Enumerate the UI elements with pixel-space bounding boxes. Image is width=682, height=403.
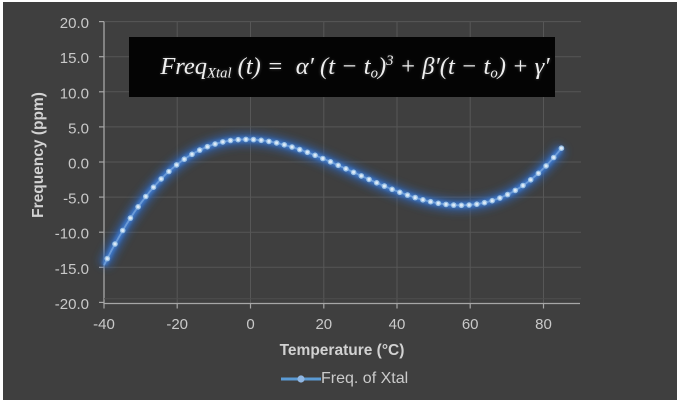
svg-text:0: 0 xyxy=(246,316,254,333)
svg-text:-15.0: -15.0 xyxy=(55,261,89,278)
svg-text:-20.0: -20.0 xyxy=(55,296,89,313)
svg-text:20.0: 20.0 xyxy=(60,15,89,32)
svg-text:-5.0: -5.0 xyxy=(63,191,89,208)
svg-text:15.0: 15.0 xyxy=(60,50,89,67)
svg-text:-10.0: -10.0 xyxy=(55,226,89,243)
svg-text:-40: -40 xyxy=(93,316,115,333)
svg-text:5.0: 5.0 xyxy=(68,120,89,137)
svg-text:-20: -20 xyxy=(166,316,188,333)
svg-text:60: 60 xyxy=(462,316,479,333)
svg-text:10.0: 10.0 xyxy=(60,85,89,102)
svg-text:80: 80 xyxy=(535,316,552,333)
svg-text:0.0: 0.0 xyxy=(68,156,89,173)
svg-text:20: 20 xyxy=(315,316,332,333)
svg-text:40: 40 xyxy=(389,316,406,333)
